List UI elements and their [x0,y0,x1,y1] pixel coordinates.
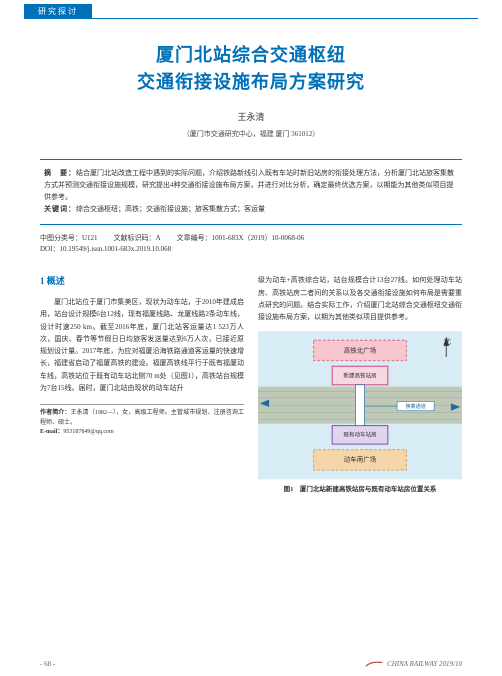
svg-text:新建高铁站房: 新建高铁站房 [343,372,377,380]
author-email-label: E-mail： [40,429,63,435]
header-divider [24,18,478,19]
section-1-para-right: 级为动车+高铁综合站，站台规模合计13台27线。如何处理动车站房、高铁站房二者间… [258,274,462,323]
abstract-box: 摘 要：结合厦门北站改造工程中遇到的实际问题，介绍铁路新线引入既有车站时新旧站房… [40,159,462,225]
figure-1: 高铁北广场 新建高铁站房 既有动车站房 动车南广场 北 [258,331,462,495]
svg-text:换乘通道: 换乘通道 [405,403,425,410]
figure-1-caption: 图1 厦门北站新建高铁站房与既有动车站房位置关系 [258,484,462,495]
section-category-tab: 研究探讨 [24,4,92,18]
svg-text:动车南广场: 动车南广场 [344,455,377,464]
page-number: - 68 - [40,660,55,668]
journal-logo-icon [365,660,383,668]
article-meta: 中图分类号：U121 文献标识码：A 文章编号：1001-683X（2019）1… [40,233,462,257]
section-1-heading: 1 概述 [40,274,244,290]
journal-text: CHINA RAILWAY 2019/10 [387,660,462,668]
left-column: 1 概述 厦门北站位于厦门市集美区，现状为动车站，于2010年建成启用，站台设计… [40,274,244,495]
author-note: 作者简介：王永清（1982—），女，高级工程师。主管城市规划、注册咨询工程师、硕… [40,404,244,438]
article-number: 文章编号：1001-683X（2019）10-0068-06 [177,233,305,245]
abstract-body: 结合厦门北站改造工程中遇到的实际问题，介绍铁路新线引入既有车站时新旧站房的衔接处… [44,169,454,201]
journal-info: CHINA RAILWAY 2019/10 [365,660,462,668]
author-note-text: 王永清（1982—），女，高级工程师。主管城市规划、注册咨询工程师、硕士。 [40,410,244,426]
clc: 中图分类号：U121 [40,233,98,245]
abstract-text: 摘 要：结合厦门北站改造工程中遇到的实际问题，介绍铁路新线引入既有车站时新旧站房… [44,168,458,204]
keywords-label: 关键词： [44,205,76,213]
title-line-2: 交通衔接设施布局方案研究 [40,69,462,96]
author-note-label: 作者简介： [40,410,70,416]
page-footer: - 68 - CHINA RAILWAY 2019/10 [40,660,462,668]
svg-text:高铁北广场: 高铁北广场 [344,346,377,355]
doc-code: 文献标识码：A [114,233,161,245]
article-title: 厦门北站综合交通枢纽 交通衔接设施布局方案研究 [0,42,502,96]
author-email: 953187849@qq.com [63,429,113,435]
author-affiliation: （厦门市交通研究中心，福建 厦门 361012） [0,129,502,139]
title-line-1: 厦门北站综合交通枢纽 [40,42,462,69]
svg-text:既有动车站房: 既有动车站房 [343,431,377,439]
body-columns: 1 概述 厦门北站位于厦门市集美区，现状为动车站，于2010年建成启用，站台设计… [40,274,462,495]
right-column: 级为动车+高铁综合站，站台规模合计13台27线。如何处理动车站房、高铁站房二者间… [258,274,462,495]
author-name: 王永清 [0,110,502,123]
figure-1-svg: 高铁北广场 新建高铁站房 既有动车站房 动车南广场 北 [258,331,462,479]
section-1-para-left: 厦门北站位于厦门市集美区，现状为动车站，于2010年建成启用，站台设计规模6台1… [40,296,244,394]
doi: DOI：10.19549/j.issn.1001-683x.2019.10.06… [40,244,462,256]
keywords-body: 综合交通枢纽；高铁；交通衔接设施；旅客集散方式；客运量 [76,205,265,213]
abstract-label: 摘 要： [44,169,76,177]
keywords-row: 关键词：综合交通枢纽；高铁；交通衔接设施；旅客集散方式；客运量 [44,204,458,216]
